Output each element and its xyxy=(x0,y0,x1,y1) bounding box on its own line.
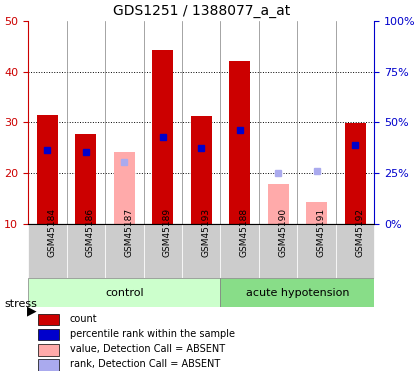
Bar xyxy=(268,184,289,224)
Text: rank, Detection Call = ABSENT: rank, Detection Call = ABSENT xyxy=(70,360,220,369)
FancyBboxPatch shape xyxy=(220,279,375,307)
FancyBboxPatch shape xyxy=(259,224,297,279)
Text: GSM45193: GSM45193 xyxy=(201,208,210,257)
Bar xyxy=(229,62,250,224)
Text: percentile rank within the sample: percentile rank within the sample xyxy=(70,329,235,339)
Bar xyxy=(37,115,58,224)
Text: count: count xyxy=(70,314,97,324)
FancyBboxPatch shape xyxy=(28,224,66,279)
Text: GSM45187: GSM45187 xyxy=(124,208,133,257)
Text: ▶: ▶ xyxy=(27,305,37,318)
FancyBboxPatch shape xyxy=(297,224,336,279)
Bar xyxy=(306,202,327,224)
Text: GSM45186: GSM45186 xyxy=(86,208,95,257)
Bar xyxy=(152,50,173,224)
Text: GSM45184: GSM45184 xyxy=(47,208,56,257)
FancyBboxPatch shape xyxy=(28,279,220,307)
Bar xyxy=(38,329,59,340)
Text: stress: stress xyxy=(4,299,37,309)
Bar xyxy=(75,134,96,224)
Text: GSM45189: GSM45189 xyxy=(163,208,172,257)
Text: acute hypotension: acute hypotension xyxy=(246,288,349,298)
Bar xyxy=(38,359,59,371)
FancyBboxPatch shape xyxy=(66,224,105,279)
Text: value, Detection Call = ABSENT: value, Detection Call = ABSENT xyxy=(70,344,225,354)
Bar xyxy=(191,116,212,224)
Text: control: control xyxy=(105,288,144,298)
FancyBboxPatch shape xyxy=(220,224,259,279)
Text: GSM45188: GSM45188 xyxy=(240,208,249,257)
Text: GSM45192: GSM45192 xyxy=(355,208,364,257)
FancyBboxPatch shape xyxy=(182,224,220,279)
Bar xyxy=(114,152,135,224)
Title: GDS1251 / 1388077_a_at: GDS1251 / 1388077_a_at xyxy=(113,4,290,18)
FancyBboxPatch shape xyxy=(105,224,144,279)
Bar xyxy=(38,344,59,355)
Text: GSM45191: GSM45191 xyxy=(317,208,326,257)
FancyBboxPatch shape xyxy=(144,224,182,279)
Bar xyxy=(38,314,59,325)
Text: GSM45190: GSM45190 xyxy=(278,208,287,257)
FancyBboxPatch shape xyxy=(336,224,375,279)
Bar xyxy=(345,123,366,224)
